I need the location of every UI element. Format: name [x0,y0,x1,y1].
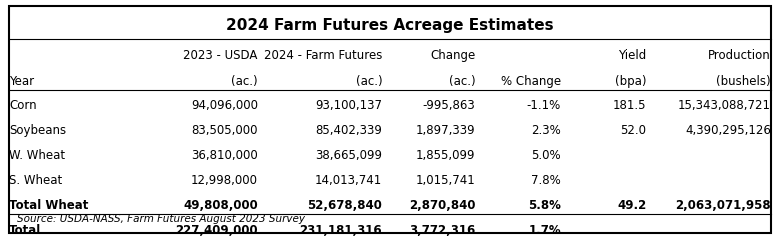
Text: 12,998,000: 12,998,000 [191,174,258,187]
Text: 2,870,840: 2,870,840 [409,199,476,212]
Text: S. Wheat: S. Wheat [9,174,62,187]
Text: -995,863: -995,863 [423,100,476,113]
Text: Total Wheat: Total Wheat [9,199,89,212]
Text: 52,678,840: 52,678,840 [307,199,382,212]
Text: 52.0: 52.0 [620,124,647,137]
Text: Soybeans: Soybeans [9,124,66,137]
Text: 1,897,339: 1,897,339 [416,124,476,137]
Text: Year: Year [9,75,34,88]
Text: (ac.): (ac.) [448,75,476,88]
Text: -1.1%: -1.1% [526,100,561,113]
Text: (ac.): (ac.) [356,75,382,88]
Text: % Change: % Change [501,75,561,88]
Text: 14,013,741: 14,013,741 [315,174,382,187]
Text: (ac.): (ac.) [231,75,258,88]
Text: 7.8%: 7.8% [531,174,561,187]
Text: 2024 - Farm Futures: 2024 - Farm Futures [264,49,382,62]
Text: 3,772,316: 3,772,316 [410,224,476,237]
Text: 83,505,000: 83,505,000 [191,124,258,137]
Text: 85,402,339: 85,402,339 [315,124,382,137]
Text: 93,100,137: 93,100,137 [315,100,382,113]
Text: 94,096,000: 94,096,000 [191,100,258,113]
Text: 181.5: 181.5 [613,100,647,113]
Text: 2024 Farm Futures Acreage Estimates: 2024 Farm Futures Acreage Estimates [226,18,554,33]
Text: 36,810,000: 36,810,000 [191,149,258,162]
Text: 2.3%: 2.3% [531,124,561,137]
FancyBboxPatch shape [9,6,771,233]
Text: 227,409,000: 227,409,000 [176,224,258,237]
Text: (bushels): (bushels) [716,75,771,88]
Text: 38,665,099: 38,665,099 [315,149,382,162]
Text: Corn: Corn [9,100,37,113]
Text: 1,855,099: 1,855,099 [416,149,476,162]
Text: 1.7%: 1.7% [528,224,561,237]
Text: 231,181,316: 231,181,316 [300,224,382,237]
Text: 49,808,000: 49,808,000 [183,199,258,212]
Text: (bpa): (bpa) [615,75,647,88]
Text: 4,390,295,126: 4,390,295,126 [685,124,771,137]
Text: W. Wheat: W. Wheat [9,149,66,162]
Text: Change: Change [431,49,476,62]
Text: Yield: Yield [619,49,647,62]
Text: 1,015,741: 1,015,741 [416,174,476,187]
Text: Total: Total [9,224,41,237]
Text: 2,063,071,958: 2,063,071,958 [675,199,771,212]
Text: 5.0%: 5.0% [531,149,561,162]
Text: 2023 - USDA: 2023 - USDA [183,49,258,62]
Text: 49.2: 49.2 [617,199,647,212]
Text: 5.8%: 5.8% [528,199,561,212]
Text: 15,343,088,721: 15,343,088,721 [678,100,771,113]
Text: Production: Production [708,49,771,62]
Text: Source: USDA-NASS, Farm Futures August 2023 Survey: Source: USDA-NASS, Farm Futures August 2… [17,214,305,224]
